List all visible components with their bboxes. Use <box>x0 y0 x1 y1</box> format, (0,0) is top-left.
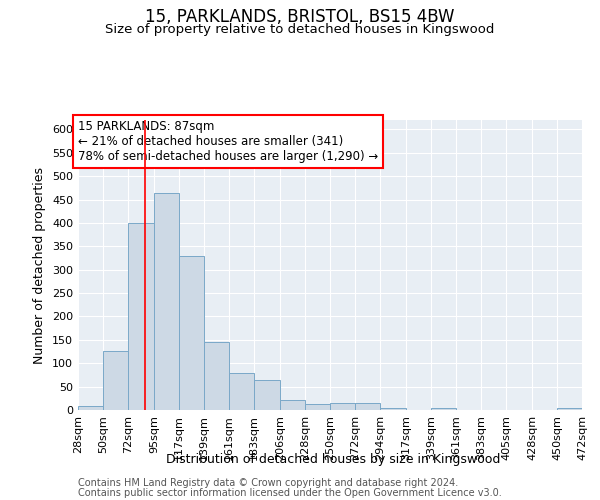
Bar <box>557 408 582 410</box>
Bar <box>280 400 305 410</box>
Bar <box>154 194 179 410</box>
Bar <box>431 408 456 410</box>
Text: 15 PARKLANDS: 87sqm
← 21% of detached houses are smaller (341)
78% of semi-detac: 15 PARKLANDS: 87sqm ← 21% of detached ho… <box>78 120 378 163</box>
Text: 15, PARKLANDS, BRISTOL, BS15 4BW: 15, PARKLANDS, BRISTOL, BS15 4BW <box>145 8 455 26</box>
Bar <box>254 380 280 410</box>
Bar <box>179 256 204 410</box>
Bar <box>128 223 154 410</box>
Text: Contains HM Land Registry data © Crown copyright and database right 2024.: Contains HM Land Registry data © Crown c… <box>78 478 458 488</box>
Bar <box>229 372 254 410</box>
Bar <box>204 342 229 410</box>
Bar <box>380 408 406 410</box>
Bar <box>78 406 103 410</box>
Y-axis label: Number of detached properties: Number of detached properties <box>34 166 46 364</box>
Text: Distribution of detached houses by size in Kingswood: Distribution of detached houses by size … <box>166 452 500 466</box>
Bar <box>103 350 128 410</box>
Bar <box>305 404 330 410</box>
Text: Size of property relative to detached houses in Kingswood: Size of property relative to detached ho… <box>106 22 494 36</box>
Bar <box>330 402 355 410</box>
Text: Contains public sector information licensed under the Open Government Licence v3: Contains public sector information licen… <box>78 488 502 498</box>
Bar <box>355 402 380 410</box>
